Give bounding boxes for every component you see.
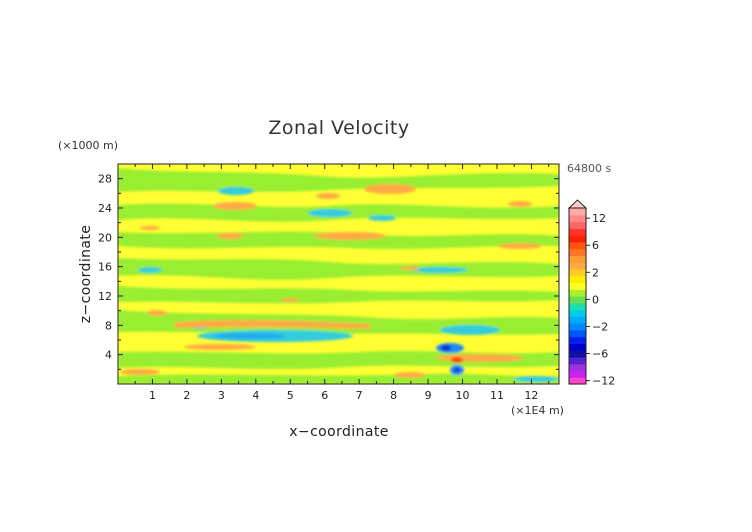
positive-core [140, 226, 160, 230]
time-label: 64800 s [567, 162, 611, 175]
y-tick-label: 24 [98, 202, 112, 215]
negative-core [514, 376, 558, 382]
colorbar-swatch [569, 296, 586, 304]
colorbar-swatch [569, 377, 586, 385]
positive-core [280, 298, 300, 302]
colorbar-tick-label: −6 [592, 348, 608, 361]
positive-core [400, 266, 420, 270]
colorbar-tick-label: −2 [592, 320, 608, 333]
contour-band [118, 286, 559, 304]
positive-core [184, 344, 256, 350]
negative-core [368, 215, 396, 221]
negative-core [412, 267, 468, 273]
colorbar-swatch [569, 370, 586, 378]
colorbar-swatch [569, 363, 586, 372]
colorbar-swatch [569, 235, 586, 243]
negative-core [440, 325, 500, 335]
colorbar-swatch [569, 350, 586, 358]
positive-core [364, 184, 416, 194]
contour-band [118, 373, 559, 384]
colorbar-swatch [569, 241, 586, 250]
negative-core [214, 333, 286, 339]
y-tick-label: 28 [98, 173, 112, 186]
colorbar-tick-label: 12 [592, 212, 606, 225]
colorbar-swatch [569, 208, 586, 216]
colorbar-swatch [569, 248, 586, 256]
x-tick-label: 6 [321, 389, 328, 402]
x-tick-label: 7 [356, 389, 363, 402]
colorbar-swatch [569, 329, 586, 338]
chart-title: Zonal Velocity [268, 117, 409, 139]
positive-core [175, 319, 370, 329]
y-tick-label: 12 [98, 290, 112, 303]
colorbar-swatch [569, 343, 586, 351]
colorbar-swatch [569, 275, 586, 284]
y-unit-note: (×1000 m) [58, 139, 118, 152]
colorbar-swatch [569, 356, 586, 365]
y-tick-label: 8 [105, 319, 112, 332]
negative-core [218, 187, 254, 195]
x-tick-label: 8 [390, 389, 397, 402]
colorbar-frame [568, 207, 587, 385]
x-axis: 1 2 3 4 5 6 7 8 9 10 11 12 [134, 164, 550, 402]
y-axis-label: z−coordinate [78, 225, 94, 324]
x-tick-label: 4 [252, 389, 259, 402]
positive-core [508, 201, 532, 207]
positive-core [213, 202, 257, 210]
colorbar-swatch [569, 289, 586, 297]
y-axis: 4 8 12 16 20 24 28 [98, 173, 559, 370]
negative-core [308, 209, 352, 217]
negative-core [138, 267, 162, 273]
x-unit-note: (×1E4 m) [511, 404, 564, 417]
colorbar-extend-arrow [567, 199, 588, 209]
colorbar-swatch [569, 214, 586, 223]
positive-core [314, 232, 386, 240]
colorbar-swatch [569, 262, 586, 270]
contour-band [118, 168, 559, 192]
colorbar-swatch [569, 268, 586, 277]
plot-frame [117, 163, 560, 385]
positive-core [498, 243, 542, 249]
negative-core [454, 368, 460, 372]
x-tick-label: 5 [287, 389, 294, 402]
positive-core [436, 354, 524, 362]
colorbar-tick-label: 2 [592, 266, 599, 279]
positive-core [394, 372, 426, 378]
plot-area [118, 164, 559, 384]
velocity-field [118, 168, 559, 384]
x-tick-label: 2 [183, 389, 190, 402]
colorbar-swatch [569, 255, 586, 263]
colorbar-swatch [569, 309, 586, 317]
y-tick-label: 20 [98, 231, 112, 244]
x-tick-label: 11 [490, 389, 504, 402]
positive-core [147, 310, 167, 316]
y-tick-label: 4 [105, 349, 112, 362]
colorbar-swatch [569, 221, 586, 229]
x-axis-label: x−coordinate [289, 424, 389, 440]
x-tick-label: 10 [456, 389, 470, 402]
positive-core [216, 233, 244, 239]
negative-core [441, 345, 451, 351]
x-tick-label: 1 [149, 389, 156, 402]
colorbar-swatch [569, 323, 586, 331]
colorbar-swatch [569, 302, 586, 311]
colorbar-swatch [569, 336, 586, 344]
x-tick-label: 3 [218, 389, 225, 402]
positive-core [120, 369, 160, 375]
y-tick-label: 16 [98, 261, 112, 274]
colorbar-tick-label: 6 [592, 239, 599, 252]
colorbar-swatch [569, 228, 586, 236]
colorbar-tick-label: 0 [592, 293, 599, 306]
contour-band [118, 258, 559, 280]
x-tick-label: 9 [425, 389, 432, 402]
colorbar-swatch [569, 316, 586, 324]
colorbar-tick-label: −12 [592, 375, 615, 388]
positive-core [451, 357, 463, 363]
positive-core [316, 193, 340, 199]
colorbar-swatch [569, 282, 586, 290]
colorbar: 12 6 2 0 −2 −6 −12 [567, 199, 615, 388]
x-tick-label: 12 [524, 389, 538, 402]
